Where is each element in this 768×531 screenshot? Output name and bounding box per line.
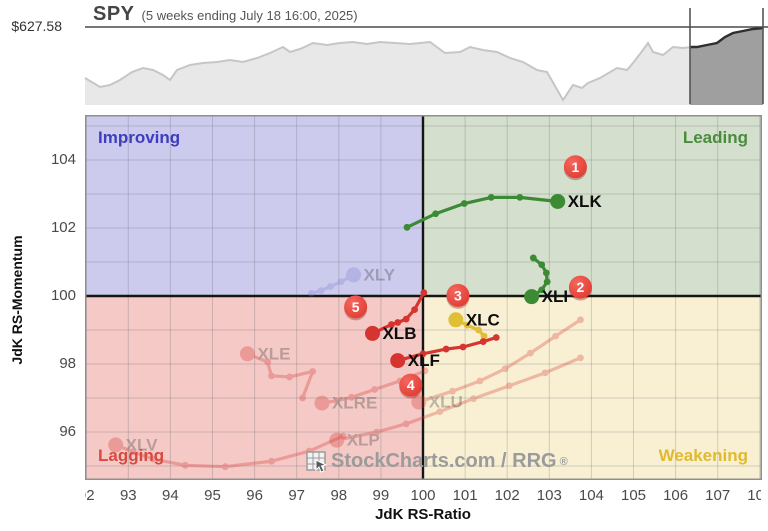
y-axis-title: JdK RS-Momentum bbox=[9, 235, 25, 365]
sector-dot-xlk[interactable] bbox=[550, 193, 566, 209]
x-tick-97: 97 bbox=[288, 487, 306, 504]
sector-label-xly[interactable]: XLY bbox=[364, 265, 396, 284]
x-tick-101: 101 bbox=[452, 487, 478, 504]
badge-4-xlf: 4 bbox=[399, 373, 423, 399]
y-tick-100: 100 bbox=[50, 287, 76, 304]
y-tick-104: 104 bbox=[50, 151, 76, 168]
x-axis-ticks: 92 93 94 95 96 97 98 99 100 101 102 103 104 105 106 107… bbox=[85, 487, 761, 505]
sector-label-xlv[interactable]: XLV bbox=[126, 435, 158, 454]
trail-xle-faded: XLE bbox=[239, 344, 317, 402]
sector-label-xlk[interactable]: XLK bbox=[568, 192, 603, 211]
sector-dot-xlv[interactable] bbox=[108, 437, 124, 453]
trail-xlp-faded: XLP bbox=[329, 354, 584, 450]
y-tick-102: 102 bbox=[50, 219, 76, 236]
title-subtitle: (5 weeks ending July 18 16:00, 2025) bbox=[141, 8, 358, 23]
quadrant-weakening bbox=[423, 296, 762, 480]
x-tick-94: 94 bbox=[162, 487, 179, 504]
watermark-text: StockCharts.com / RRG bbox=[331, 450, 557, 472]
quadrant-improving bbox=[85, 115, 423, 296]
x-tick-107: 107 bbox=[705, 487, 731, 504]
sector-dot-xlre[interactable] bbox=[314, 395, 330, 411]
price-label: $627.58 bbox=[11, 18, 62, 34]
badge-1-xlk: 1 bbox=[563, 155, 587, 181]
x-axis-title: JdK RS-Ratio bbox=[375, 506, 471, 523]
x-tick-102: 102 bbox=[494, 487, 520, 504]
symbol-title: SPY bbox=[93, 3, 135, 25]
badge-3-xlc: 3 bbox=[446, 283, 470, 309]
sector-dot-xlf[interactable] bbox=[390, 353, 406, 369]
badge-2-xli: 2 bbox=[568, 275, 592, 301]
x-tick-93: 93 bbox=[119, 487, 137, 504]
sector-dot-xle[interactable] bbox=[239, 346, 255, 362]
trail-xlc: XLC bbox=[448, 310, 500, 340]
sector-dot-xly[interactable] bbox=[346, 267, 362, 283]
sector-label-xle[interactable]: XLE bbox=[257, 344, 290, 363]
x-tick-106: 106 bbox=[663, 487, 689, 504]
rrg-plot[interactable]: XLV XLP XLU XLRE XLE XLY XLC XLB XLF XLI XLK 3 5 4 2 1 … bbox=[85, 115, 762, 480]
x-tick-92: 92 bbox=[85, 487, 95, 504]
sector-dot-xlp[interactable] bbox=[329, 432, 345, 448]
x-tick-105: 105 bbox=[620, 487, 647, 504]
svg-text:1: 1 bbox=[572, 159, 580, 175]
trail-xly-faded: XLY bbox=[308, 265, 396, 297]
trail-xlv-faded: XLV bbox=[108, 432, 347, 471]
x-tick-100: 100 bbox=[410, 487, 436, 504]
trail-xlk: XLK bbox=[403, 192, 603, 231]
svg-text:4: 4 bbox=[407, 377, 415, 393]
y-tick-96: 96 bbox=[59, 423, 76, 440]
svg-text:5: 5 bbox=[352, 299, 360, 315]
trail-xli: XLI bbox=[524, 254, 568, 306]
quadrant-leading bbox=[423, 115, 762, 296]
x-tick-98: 98 bbox=[330, 487, 348, 504]
x-tick-99: 99 bbox=[372, 487, 390, 504]
sector-dot-xlc[interactable] bbox=[448, 312, 464, 328]
trail-xlb: XLB bbox=[364, 289, 428, 343]
trail-xlu-faded: XLU bbox=[411, 316, 584, 412]
sector-label-xli[interactable]: XLI bbox=[542, 287, 568, 306]
registered-mark: ® bbox=[559, 455, 568, 468]
sector-label-xlu[interactable]: XLU bbox=[429, 393, 463, 412]
x-tick-95: 95 bbox=[204, 487, 221, 504]
sector-label-xlb[interactable]: XLB bbox=[382, 324, 416, 343]
sector-label-xlc[interactable]: XLC bbox=[466, 310, 500, 329]
sector-dot-xlb[interactable] bbox=[364, 325, 380, 341]
x-tick-108: 108 bbox=[747, 487, 761, 504]
svg-text:2: 2 bbox=[577, 279, 585, 295]
date-range-window[interactable] bbox=[689, 8, 764, 105]
sector-dot-xli[interactable] bbox=[524, 289, 540, 305]
x-tick-103: 103 bbox=[536, 487, 562, 504]
sector-label-xlf[interactable]: XLF bbox=[408, 351, 440, 370]
y-tick-98: 98 bbox=[59, 355, 76, 372]
stockcharts-watermark: StockCharts.com / RRG ® bbox=[306, 450, 568, 473]
svg-text:3: 3 bbox=[454, 287, 462, 303]
x-tick-104: 104 bbox=[578, 487, 604, 504]
stockcharts-logo-icon bbox=[306, 450, 328, 473]
sector-dot-xlu[interactable] bbox=[411, 394, 427, 410]
spy-price-sparkline bbox=[84, 8, 768, 105]
quadrant-lagging bbox=[85, 296, 423, 480]
chart-title: SPY (5 weeks ending July 18 16:00, 2025) bbox=[93, 3, 358, 26]
badge-5-xlb: 5 bbox=[344, 295, 368, 321]
sector-label-xlp[interactable]: XLP bbox=[347, 431, 380, 450]
sector-label-xlre[interactable]: XLRE bbox=[332, 394, 377, 413]
trail-xlf: XLF bbox=[390, 334, 500, 370]
x-tick-96: 96 bbox=[246, 487, 263, 504]
